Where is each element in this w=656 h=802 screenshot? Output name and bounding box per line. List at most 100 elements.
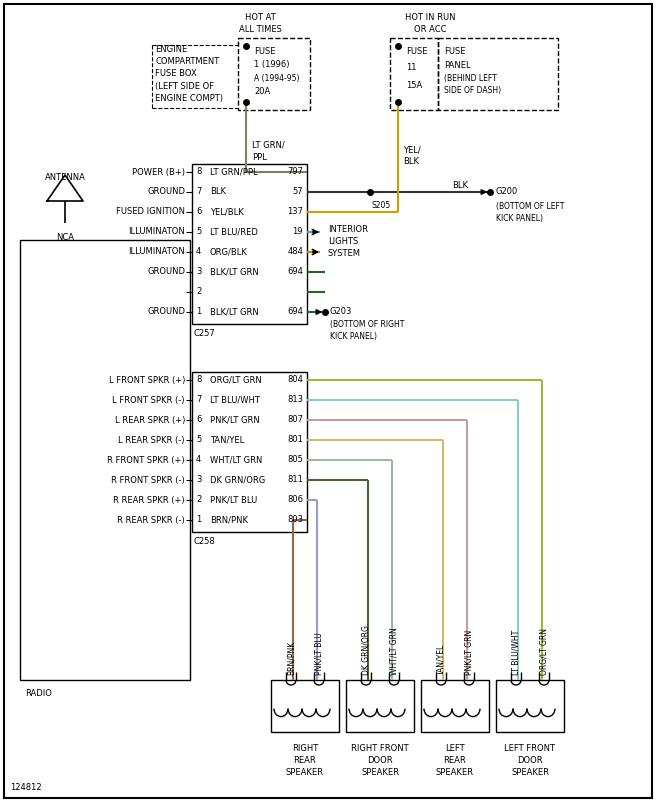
Text: PNK/LT BLU: PNK/LT BLU — [314, 632, 323, 675]
Text: 1 (1996): 1 (1996) — [254, 60, 289, 70]
Text: 803: 803 — [287, 516, 303, 525]
Text: 7: 7 — [196, 188, 201, 196]
Text: 15A: 15A — [406, 82, 422, 91]
Text: DOOR: DOOR — [367, 756, 393, 765]
Text: (BOTTOM OF LEFT: (BOTTOM OF LEFT — [496, 201, 564, 210]
Text: 4: 4 — [196, 248, 201, 257]
Text: WHT/LT GRN: WHT/LT GRN — [390, 627, 398, 675]
Text: BRN/PNK: BRN/PNK — [210, 516, 248, 525]
Text: 801: 801 — [287, 435, 303, 444]
Text: YEL/BLK: YEL/BLK — [210, 208, 244, 217]
Text: 1: 1 — [196, 307, 201, 317]
Bar — [496, 680, 564, 732]
Text: LT BLU/WHT: LT BLU/WHT — [512, 630, 520, 675]
Text: (LEFT SIDE OF: (LEFT SIDE OF — [155, 82, 214, 91]
Text: FUSE: FUSE — [406, 47, 428, 56]
Text: L REAR SPKR (+): L REAR SPKR (+) — [115, 415, 185, 424]
Text: PNK/LT GRN: PNK/LT GRN — [464, 630, 474, 675]
Text: DK GRN/ORG: DK GRN/ORG — [361, 625, 371, 675]
Text: YEL/: YEL/ — [403, 145, 420, 155]
Bar — [390, 38, 438, 110]
Text: SIDE OF DASH): SIDE OF DASH) — [444, 87, 501, 95]
Bar — [192, 164, 307, 324]
Text: DK GRN/ORG: DK GRN/ORG — [210, 476, 265, 484]
Text: POWER (B+): POWER (B+) — [132, 168, 185, 176]
Bar — [438, 38, 558, 110]
Text: A (1994-95): A (1994-95) — [254, 74, 300, 83]
Text: 19: 19 — [293, 228, 303, 237]
Text: 11: 11 — [406, 63, 417, 72]
Text: TAN/YEL: TAN/YEL — [436, 644, 445, 675]
Text: 805: 805 — [287, 456, 303, 464]
Text: 6: 6 — [196, 208, 201, 217]
Text: 8: 8 — [196, 375, 201, 384]
Text: 8: 8 — [196, 168, 201, 176]
Text: C258: C258 — [194, 537, 216, 546]
Text: BLK/LT GRN: BLK/LT GRN — [210, 268, 258, 277]
Text: SPEAKER: SPEAKER — [361, 768, 399, 777]
Text: L FRONT SPKR (-): L FRONT SPKR (-) — [112, 395, 185, 404]
Text: NCA: NCA — [56, 233, 74, 241]
Text: G200: G200 — [496, 188, 518, 196]
Bar — [20, 240, 190, 680]
Text: 807: 807 — [287, 415, 303, 424]
Text: 813: 813 — [287, 395, 303, 404]
Text: 4: 4 — [196, 456, 201, 464]
Text: 20A: 20A — [254, 87, 270, 95]
Text: ORG/LT GRN: ORG/LT GRN — [210, 375, 262, 384]
Text: BLK: BLK — [452, 181, 468, 191]
Text: SPEAKER: SPEAKER — [436, 768, 474, 777]
Text: ALL TIMES: ALL TIMES — [239, 26, 281, 34]
Text: FUSE BOX: FUSE BOX — [155, 70, 197, 79]
Text: REAR: REAR — [443, 756, 466, 765]
Text: LEFT FRONT: LEFT FRONT — [504, 744, 556, 753]
Bar — [271, 680, 339, 732]
Text: LIGHTS: LIGHTS — [328, 237, 358, 246]
Text: RIGHT: RIGHT — [292, 744, 318, 753]
Text: TAN/YEL: TAN/YEL — [210, 435, 244, 444]
Text: 804: 804 — [287, 375, 303, 384]
Text: G203: G203 — [330, 307, 352, 317]
Text: LT GRN/PPL: LT GRN/PPL — [210, 168, 258, 176]
Text: INTERIOR: INTERIOR — [328, 225, 368, 234]
Text: LT GRN/: LT GRN/ — [252, 140, 285, 149]
Text: 57: 57 — [293, 188, 303, 196]
Text: 811: 811 — [287, 476, 303, 484]
Text: KICK PANEL): KICK PANEL) — [496, 213, 543, 222]
Text: DOOR: DOOR — [517, 756, 543, 765]
Text: BLK: BLK — [210, 188, 226, 196]
Text: RIGHT FRONT: RIGHT FRONT — [351, 744, 409, 753]
Text: GROUND: GROUND — [147, 188, 185, 196]
Text: 5: 5 — [196, 228, 201, 237]
Text: ANTENNA: ANTENNA — [45, 172, 85, 181]
Text: BLK: BLK — [403, 157, 419, 167]
Bar — [346, 680, 414, 732]
Text: SPEAKER: SPEAKER — [286, 768, 324, 777]
Text: 797: 797 — [287, 168, 303, 176]
Text: OR ACC: OR ACC — [414, 26, 446, 34]
Text: COMPARTMENT: COMPARTMENT — [155, 58, 219, 67]
Text: 2: 2 — [196, 496, 201, 504]
Text: 6: 6 — [196, 415, 201, 424]
Text: R FRONT SPKR (-): R FRONT SPKR (-) — [112, 476, 185, 484]
Text: PNK/LT GRN: PNK/LT GRN — [210, 415, 260, 424]
Text: 806: 806 — [287, 496, 303, 504]
Text: 5: 5 — [196, 435, 201, 444]
Text: R FRONT SPKR (+): R FRONT SPKR (+) — [108, 456, 185, 464]
Text: SYSTEM: SYSTEM — [328, 249, 361, 258]
Text: S205: S205 — [372, 200, 391, 209]
Bar — [421, 680, 489, 732]
Text: 7: 7 — [196, 395, 201, 404]
Text: 2: 2 — [196, 287, 201, 297]
Text: 484: 484 — [287, 248, 303, 257]
Text: (BOTTOM OF RIGHT: (BOTTOM OF RIGHT — [330, 321, 404, 330]
Text: WHT/LT GRN: WHT/LT GRN — [210, 456, 262, 464]
Text: L FRONT SPKR (+): L FRONT SPKR (+) — [109, 375, 185, 384]
Text: FUSED IGNITION: FUSED IGNITION — [116, 208, 185, 217]
Bar — [238, 38, 310, 110]
Text: 694: 694 — [287, 307, 303, 317]
Text: LEFT: LEFT — [445, 744, 465, 753]
Text: GROUND: GROUND — [147, 268, 185, 277]
Text: C257: C257 — [194, 330, 216, 338]
Text: R REAR SPKR (-): R REAR SPKR (-) — [117, 516, 185, 525]
